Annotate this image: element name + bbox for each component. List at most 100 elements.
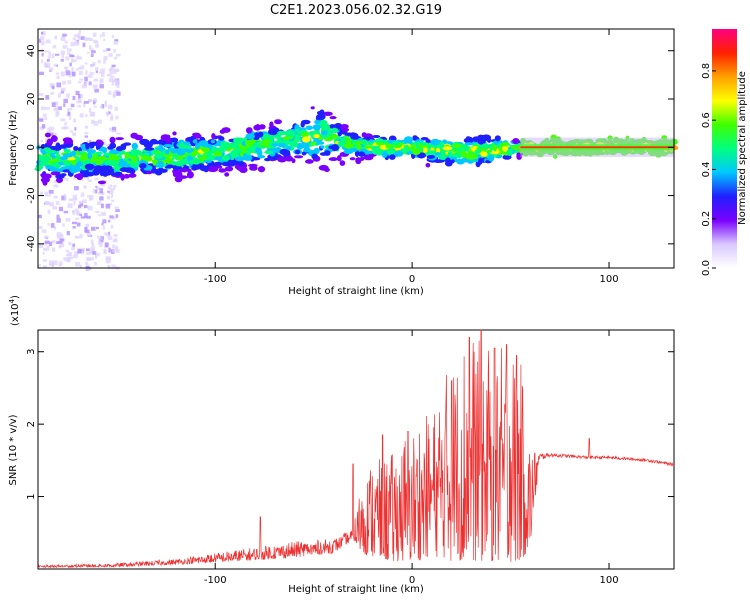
spectrogram-cell — [74, 186, 79, 191]
spectrogram-cell — [490, 151, 500, 155]
spectrogram-cell — [77, 33, 81, 39]
spectrogram-cell — [89, 45, 92, 50]
spectrogram-cell — [44, 117, 48, 120]
spectrogram-cell — [89, 249, 95, 254]
spectrogram-cell — [60, 87, 66, 92]
spectrogram-cell — [197, 163, 205, 169]
spectrogram-cell — [93, 78, 98, 82]
spectrogram-cell — [102, 49, 107, 52]
spectrogram-cell — [254, 132, 259, 137]
spectrogram-cell — [86, 149, 96, 154]
spectrogram-cell — [84, 132, 89, 135]
spectrogram-cell — [95, 66, 99, 71]
spectrogram-cell — [41, 173, 48, 179]
spectrogram-cell — [426, 155, 435, 159]
spectrogram-cell — [47, 127, 51, 132]
spectrogram-cell — [79, 113, 84, 118]
spectrogram-cell — [99, 196, 104, 201]
spectrogram-cell — [62, 33, 67, 37]
spectrogram-cell — [129, 168, 136, 174]
spectrogram-cell — [294, 124, 300, 130]
spectrogram-cell — [65, 218, 71, 222]
spectrogram-cell — [101, 72, 105, 77]
spectrogram-cell — [49, 83, 55, 88]
spectrogram-cell — [58, 206, 64, 212]
spectrogram-cell — [97, 60, 101, 64]
spectrogram-cell — [64, 122, 67, 126]
spectrogram-cell — [219, 144, 229, 150]
spectrogram-cell — [107, 190, 110, 193]
spectrogram-cell — [438, 153, 447, 160]
spectrogram-cell — [85, 172, 95, 177]
spectrogram-cell — [104, 232, 109, 235]
spectrogram-cell — [50, 91, 54, 95]
spectrogram-cell — [63, 98, 68, 104]
spectrogram-cell — [108, 68, 112, 72]
spectrogram-cell — [239, 161, 245, 166]
spectrogram-cell — [43, 62, 48, 67]
spectrogram-cell — [53, 107, 59, 112]
spectrogram-cell — [95, 70, 98, 73]
spectrogram-cell — [108, 77, 114, 82]
spectrogram-cell — [79, 233, 83, 239]
spectrogram-cell — [72, 226, 76, 229]
spectrogram-cell — [61, 53, 65, 59]
spectrogram-cell — [62, 169, 71, 173]
spectrogram-cell — [71, 246, 75, 251]
spectrogram-cell — [239, 145, 245, 150]
spectrogram-cell — [327, 131, 332, 138]
spectrogram-cell — [91, 119, 95, 124]
spectrogram-cell — [74, 40, 80, 46]
spectrogram-cell — [271, 142, 279, 147]
spectrogram-cell — [86, 257, 91, 261]
spectrogram-cell — [328, 145, 333, 150]
spectrogram-cell — [101, 139, 105, 143]
spectrogram-cell — [310, 141, 317, 146]
spectrogram-cell — [492, 144, 498, 151]
spectrogram-cell — [54, 35, 58, 40]
spectrogram-cell — [75, 217, 80, 220]
spectrogram-cell — [129, 153, 135, 157]
spectrogram-cell — [59, 233, 63, 237]
snr-scale-label: (x10 — [10, 303, 21, 326]
spectrogram-cell — [404, 144, 410, 150]
spectrogram-cell — [56, 82, 61, 88]
spectrogram-cell — [334, 123, 343, 130]
spectrogram-cell — [97, 156, 106, 161]
spectrogram-cell — [77, 248, 82, 254]
spectrogram-cell — [98, 240, 102, 245]
spectrogram-cell — [88, 81, 92, 86]
spectrogram-cell — [83, 205, 88, 209]
spectrogram-cell — [92, 189, 96, 194]
spectrogram-cell — [109, 127, 114, 131]
spectrogram-cell — [337, 155, 342, 162]
spectrogram-cell — [88, 99, 92, 103]
spectrogram-cell — [79, 78, 83, 81]
spectrogram-cell — [254, 142, 261, 147]
x-tick-label: 100 — [599, 274, 618, 285]
spectrogram-cell — [218, 168, 227, 173]
spectrogram-cell — [51, 102, 56, 107]
spectrogram-cell — [114, 89, 119, 93]
spectrogram-cell — [478, 157, 483, 165]
spectrogram-cell — [64, 143, 73, 148]
spectrogram-cell — [221, 161, 230, 167]
spectrogram-cell — [297, 130, 303, 135]
spectrogram-cell — [487, 154, 495, 162]
spectrogram-cell — [105, 234, 110, 237]
spectrogram-cell — [84, 213, 88, 218]
spectrogram-cell — [375, 142, 384, 146]
spectrogram-cell — [350, 132, 359, 140]
spectrogram-cell — [85, 142, 90, 150]
spectrogram-cell — [48, 241, 53, 247]
spectrogram-cell — [362, 141, 368, 147]
spectrogram-cell — [44, 235, 49, 239]
spectrogram-cell — [108, 247, 111, 253]
spectrogram-cell — [60, 89, 65, 94]
spectrogram-cell — [65, 70, 71, 76]
spectrogram-cell — [109, 184, 113, 188]
spectrogram-cell — [53, 184, 59, 188]
spectrogram-cell — [115, 209, 120, 212]
spectrogram-cell — [461, 151, 467, 158]
spectrogram-cell — [510, 145, 519, 150]
